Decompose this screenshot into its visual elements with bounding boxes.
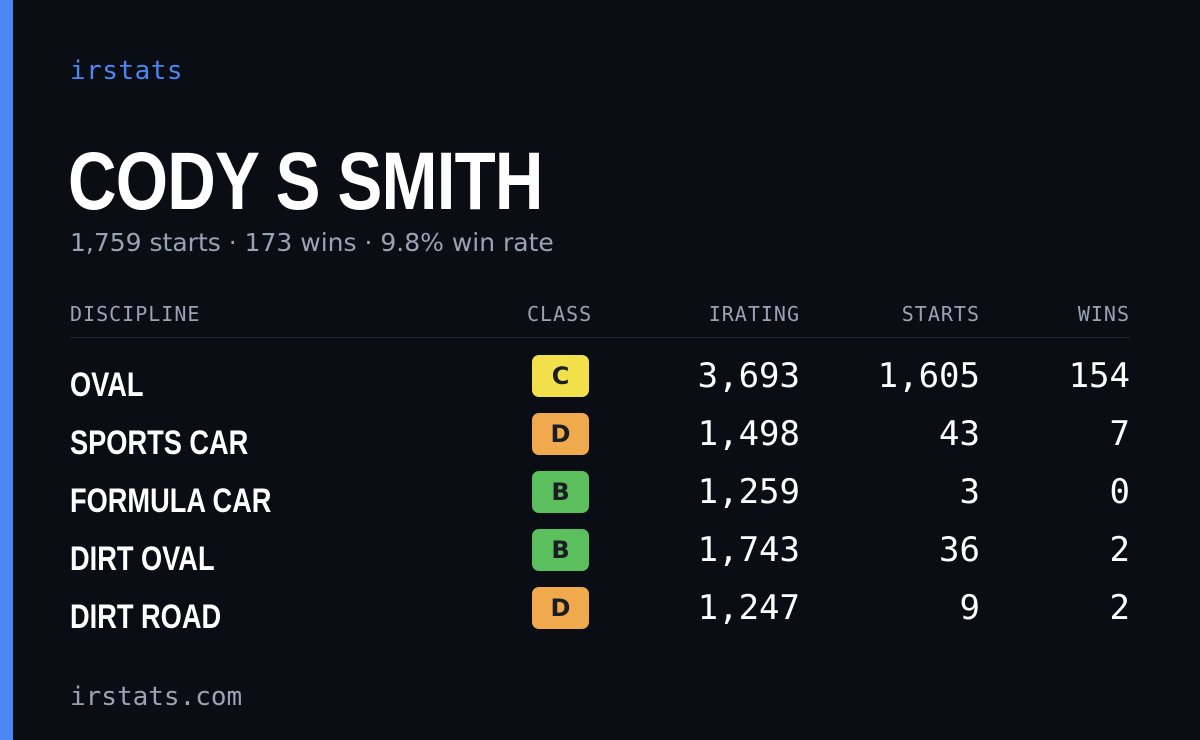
irating-value: 1,743 xyxy=(697,530,800,570)
table-row: DIRT ROAD D 1,247 9 2 xyxy=(70,584,1130,642)
brand-logo[interactable]: irstats xyxy=(70,56,184,86)
class-badge: B xyxy=(532,471,589,513)
irating-value: 3,693 xyxy=(697,356,800,396)
starts-value: 36 xyxy=(939,530,980,570)
discipline-name: SPORTS CAR xyxy=(70,424,249,462)
wins-value: 2 xyxy=(1109,530,1130,570)
header-discipline: DISCIPLINE xyxy=(70,302,201,326)
wins-value: 7 xyxy=(1109,414,1130,454)
table-row: DIRT OVAL B 1,743 36 2 xyxy=(70,526,1130,584)
header-wins: WINS xyxy=(1077,302,1130,326)
discipline-name: FORMULA CAR xyxy=(70,482,272,520)
driver-summary: 1,759 starts · 173 wins · 9.8% win rate xyxy=(70,228,554,257)
discipline-name: OVAL xyxy=(70,366,144,404)
starts-value: 3 xyxy=(959,472,980,512)
starts-value: 9 xyxy=(959,588,980,628)
class-badge: C xyxy=(532,355,589,397)
starts-value: 1,605 xyxy=(877,356,980,396)
irating-value: 1,498 xyxy=(697,414,800,454)
wins-value: 2 xyxy=(1109,588,1130,628)
table-row: SPORTS CAR D 1,498 43 7 xyxy=(70,410,1130,468)
stats-table: DISCIPLINE CLASS IRATING STARTS WINS OVA… xyxy=(70,298,1130,642)
header-class: CLASS xyxy=(527,302,593,326)
table-row: OVAL C 3,693 1,605 154 xyxy=(70,352,1130,410)
irating-value: 1,247 xyxy=(697,588,800,628)
header-starts: STARTS xyxy=(901,302,980,326)
discipline-name: DIRT OVAL xyxy=(70,540,215,578)
wins-value: 0 xyxy=(1109,472,1130,512)
header-irating: IRATING xyxy=(708,302,800,326)
class-badge: D xyxy=(532,587,589,629)
class-badge: B xyxy=(532,529,589,571)
discipline-name: DIRT ROAD xyxy=(70,598,222,636)
driver-name: CODY S SMITH xyxy=(68,136,543,227)
wins-value: 154 xyxy=(1068,356,1130,396)
table-body: OVAL C 3,693 1,605 154 SPORTS CAR D 1,49… xyxy=(70,352,1130,642)
table-header: DISCIPLINE CLASS IRATING STARTS WINS xyxy=(70,298,1130,338)
starts-value: 43 xyxy=(939,414,980,454)
footer-link[interactable]: irstats.com xyxy=(70,682,243,712)
irating-value: 1,259 xyxy=(697,472,800,512)
table-row: FORMULA CAR B 1,259 3 0 xyxy=(70,468,1130,526)
accent-bar xyxy=(0,0,13,740)
class-badge: D xyxy=(532,413,589,455)
